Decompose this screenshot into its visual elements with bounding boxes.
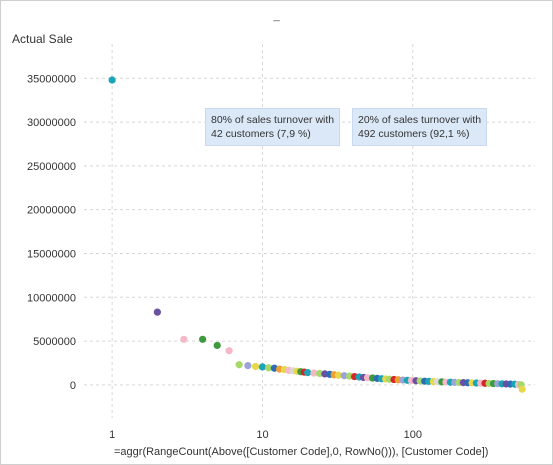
data-point[interactable]	[235, 361, 243, 369]
data-point[interactable]	[225, 347, 233, 355]
y-tick-label: 30000000	[27, 117, 76, 129]
y-tick-label: 5000000	[33, 336, 76, 348]
y-tick-label: 25000000	[27, 161, 76, 173]
data-point[interactable]	[199, 335, 207, 343]
data-point[interactable]	[251, 362, 260, 371]
y-axis-ticks: 0 5000000 10000000 15000000 20000000 25000000…	[27, 73, 76, 392]
y-axis-label: Actual Sale	[12, 32, 73, 46]
annotation-80-percent: 80% of sales turnover with 42 customers …	[205, 108, 341, 146]
x-tick-label: 10	[256, 429, 268, 441]
annotation-line: 80% of sales turnover with	[211, 114, 335, 126]
x-axis-ticks: 1 10 100	[109, 429, 422, 441]
data-point[interactable]	[310, 369, 318, 377]
data-point[interactable]	[258, 363, 267, 371]
x-tick-label: 100	[404, 429, 422, 441]
annotation-line: 492 customers (92,1 %)	[358, 128, 470, 140]
data-point[interactable]	[334, 371, 342, 379]
grid-lines	[84, 44, 535, 418]
data-point[interactable]	[340, 372, 348, 380]
data-point[interactable]	[304, 368, 312, 377]
x-tick-label: 1	[109, 429, 115, 441]
data-point[interactable]	[180, 335, 188, 343]
annotation-line: 20% of sales turnover with	[358, 114, 482, 126]
annotation-20-percent: 20% of sales turnover with 492 customers…	[352, 108, 488, 146]
data-point[interactable]	[153, 308, 161, 316]
y-tick-label: 20000000	[27, 205, 76, 217]
y-tick-label: 35000000	[27, 73, 76, 85]
x-axis-label: =aggr(RangeCount(Above([Customer Code],0…	[114, 446, 488, 458]
data-points[interactable]	[108, 76, 526, 393]
data-point[interactable]	[108, 76, 116, 84]
data-point[interactable]	[213, 341, 221, 350]
y-tick-label: 15000000	[27, 248, 76, 260]
annotation-line: 42 customers (7,9 %)	[211, 128, 311, 140]
y-tick-label: 0	[70, 380, 76, 392]
data-point[interactable]	[244, 361, 252, 370]
data-point[interactable]	[265, 364, 273, 372]
y-tick-label: 10000000	[27, 292, 76, 304]
data-point[interactable]	[518, 385, 526, 393]
data-point[interactable]	[316, 369, 324, 378]
window-title: _	[273, 10, 280, 22]
